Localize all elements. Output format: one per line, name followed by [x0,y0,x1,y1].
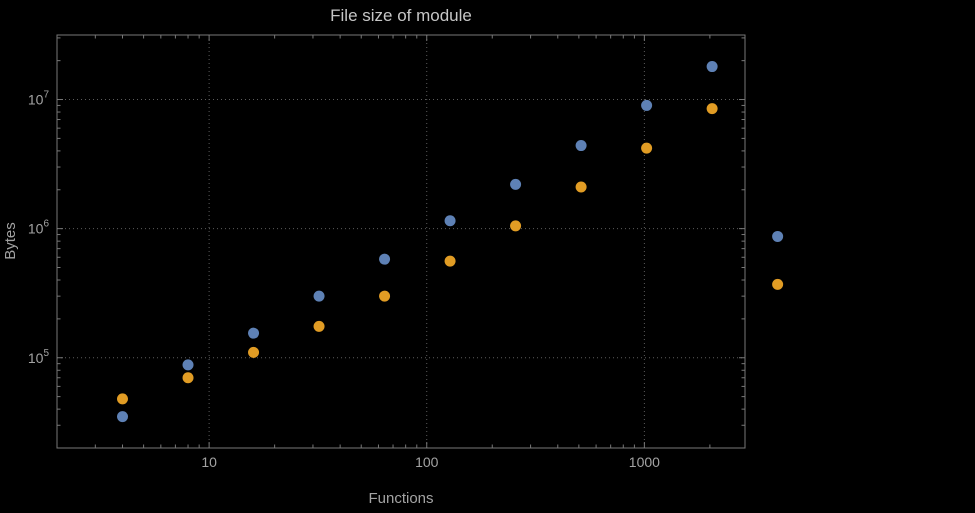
y-tick-label: 106 [28,219,50,237]
data-point [444,255,456,267]
tick-labels: 10 100 1000 105 106 107 [28,90,660,470]
data-point [379,290,391,302]
data-point [182,372,194,384]
data-point [706,103,718,115]
data-point [444,215,456,227]
data-point [117,411,129,423]
data-points [117,61,784,423]
y-tick-label: 105 [28,348,50,366]
data-point [510,178,522,190]
x-tick-label: 100 [415,454,439,470]
y-axis-label: Bytes [2,222,19,260]
data-point [772,230,784,242]
data-point [313,320,325,332]
data-point [248,327,260,339]
data-point [641,142,653,154]
data-point [117,393,129,405]
data-point [575,181,587,193]
x-tick-label: 10 [201,454,217,470]
data-point [379,253,391,265]
data-point [313,290,325,302]
plot-frame [56,34,746,449]
y-tick-label: 107 [28,90,50,108]
data-point [248,346,260,358]
data-point [706,61,718,73]
data-point [575,140,587,152]
x-axis-label: Functions [368,490,433,507]
data-point [182,359,194,371]
data-point [510,220,522,232]
chart-title: File size of module [330,6,472,25]
data-point [772,278,784,290]
data-point [641,99,653,111]
gridlines [57,35,745,448]
x-tick-label: 1000 [629,454,660,470]
axis-ticks [57,35,745,448]
